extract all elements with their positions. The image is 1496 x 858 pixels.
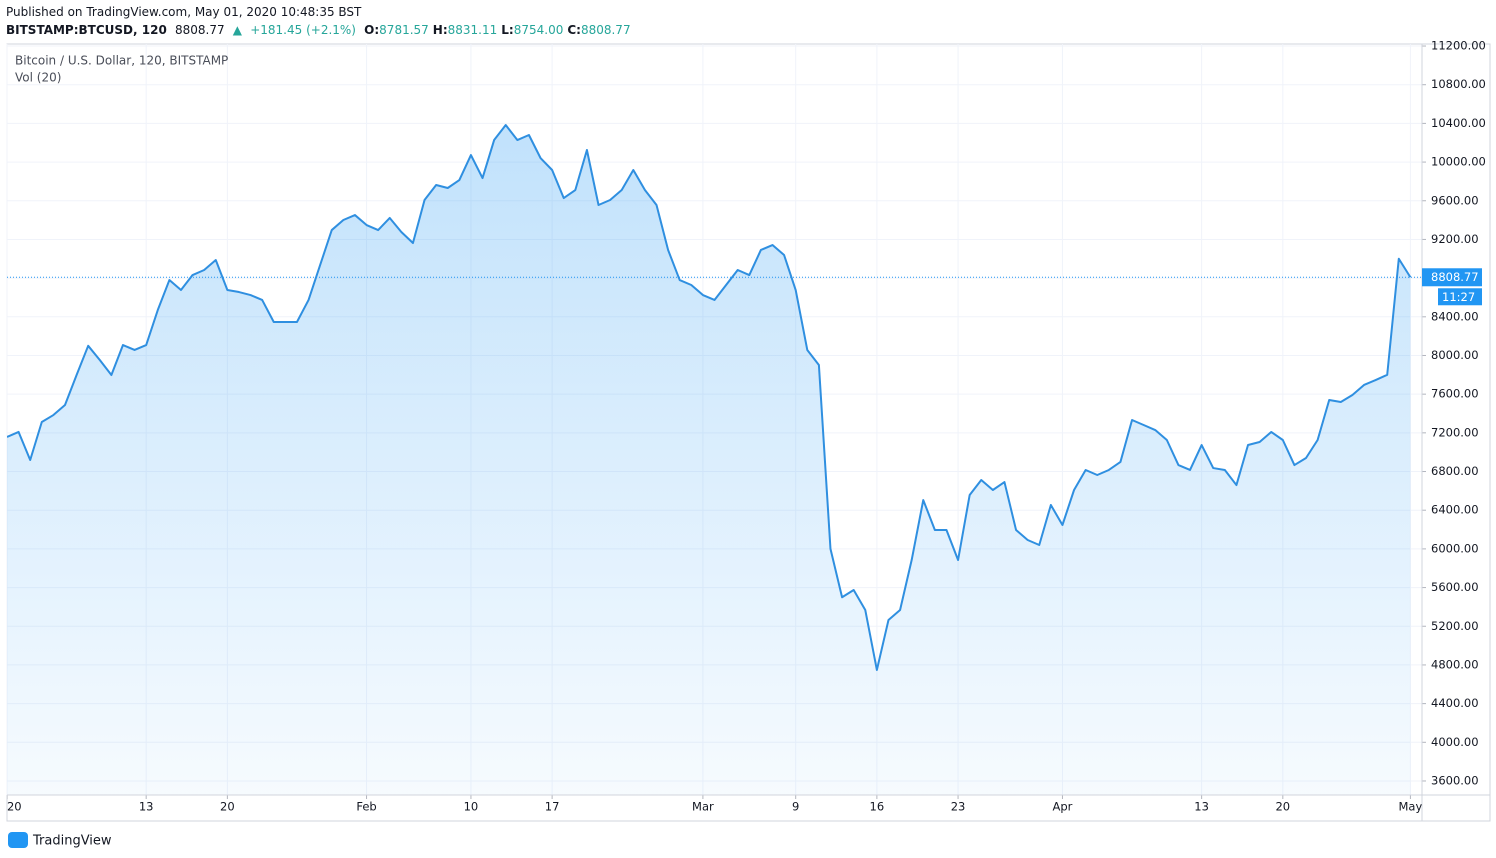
y-tick-label: 9600.00 xyxy=(1431,193,1479,207)
countdown-box xyxy=(1438,288,1482,306)
ohlc-label: C: xyxy=(567,23,581,37)
y-tick-label: 5600.00 xyxy=(1431,580,1479,594)
ohlc-label: L: xyxy=(501,23,514,37)
x-tick-label: Mar xyxy=(692,800,714,814)
y-tick-label: 5200.00 xyxy=(1431,619,1479,633)
published-note: Published on TradingView.com, May 01, 20… xyxy=(6,5,362,19)
countdown-label: 11:27 xyxy=(1442,290,1475,304)
y-tick-label: 4800.00 xyxy=(1431,657,1479,671)
symbol-bar: BITSTAMP:BTCUSD, 120 8808.77 ▲ +181.45 (… xyxy=(6,23,639,37)
x-tick-label: 23 xyxy=(951,800,966,814)
y-tick-label: 7600.00 xyxy=(1431,387,1479,401)
legend-series: Bitcoin / U.S. Dollar, 120, BITSTAMP xyxy=(15,54,228,68)
x-tick-label: 16 xyxy=(870,800,885,814)
x-tick-label: 13 xyxy=(139,800,154,814)
logo-icon xyxy=(8,832,28,848)
x-tick-label: 2020 xyxy=(0,800,22,814)
ohlc-label: O: xyxy=(364,23,380,37)
x-tick-label: Apr xyxy=(1052,800,1072,814)
change: +181.45 (+2.1%) xyxy=(250,23,356,37)
x-tick-label: 9 xyxy=(792,800,799,814)
ohlc-label: H: xyxy=(432,23,448,37)
brand-name: TradingView xyxy=(32,834,112,849)
x-tick-label: 20 xyxy=(220,800,235,814)
x-tick-label: 20 xyxy=(1275,800,1290,814)
brand-logo: TradingView xyxy=(8,832,112,849)
legend-indicator: Vol (20) xyxy=(15,71,61,85)
y-tick-label: 10800.00 xyxy=(1431,77,1486,91)
area-fill xyxy=(7,125,1411,795)
x-tick-label: Feb xyxy=(356,800,376,814)
ohlc-value: 8781.57 xyxy=(379,23,429,37)
y-tick-label: 6800.00 xyxy=(1431,464,1479,478)
ohlc-value: 8808.77 xyxy=(580,23,631,37)
y-tick-label: 3600.00 xyxy=(1431,773,1479,787)
last-price: 8808.77 xyxy=(174,23,225,37)
ohlc-value: 8831.11 xyxy=(447,23,498,37)
y-tick-label: 10000.00 xyxy=(1431,155,1486,169)
y-tick-label: 4400.00 xyxy=(1431,696,1479,710)
y-tick-label: 6000.00 xyxy=(1431,541,1479,555)
y-tick-label: 9200.00 xyxy=(1431,232,1479,246)
ohlc: O:8781.57 H:8831.11 L:8754.00 C:8808.77 xyxy=(364,23,634,37)
x-tick-label: 17 xyxy=(545,800,560,814)
y-tick-label: 11200.00 xyxy=(1431,39,1486,53)
y-tick-label: 4000.00 xyxy=(1431,735,1479,749)
arrow: ▲ xyxy=(232,23,243,37)
y-tick-label: 10400.00 xyxy=(1431,116,1486,130)
last-price-box xyxy=(1422,268,1482,287)
y-tick-label: 8400.00 xyxy=(1431,309,1479,323)
x-tick-label: 10 xyxy=(464,800,479,814)
y-tick-label: 6400.00 xyxy=(1431,503,1479,517)
x-tick-label: May xyxy=(1399,800,1423,814)
x-tick-label: 13 xyxy=(1194,800,1209,814)
ohlc-value: 8754.00 xyxy=(513,23,564,37)
y-tick-label: 7200.00 xyxy=(1431,425,1479,439)
price-line xyxy=(7,124,1412,671)
y-tick-label: 8000.00 xyxy=(1431,348,1479,362)
last-price-label: 8808.77 xyxy=(1431,270,1479,284)
symbol: BITSTAMP:BTCUSD, 120 xyxy=(6,23,167,37)
